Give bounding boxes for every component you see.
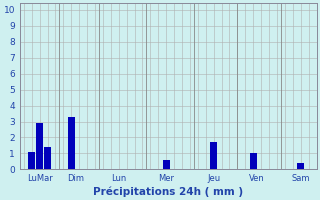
Bar — [44, 147, 51, 169]
X-axis label: Précipitations 24h ( mm ): Précipitations 24h ( mm ) — [93, 186, 243, 197]
Bar — [297, 163, 304, 169]
Bar — [68, 117, 75, 169]
Bar — [36, 123, 43, 169]
Bar — [210, 142, 217, 169]
Bar — [250, 153, 257, 169]
Bar — [28, 152, 35, 169]
Bar — [163, 160, 170, 169]
